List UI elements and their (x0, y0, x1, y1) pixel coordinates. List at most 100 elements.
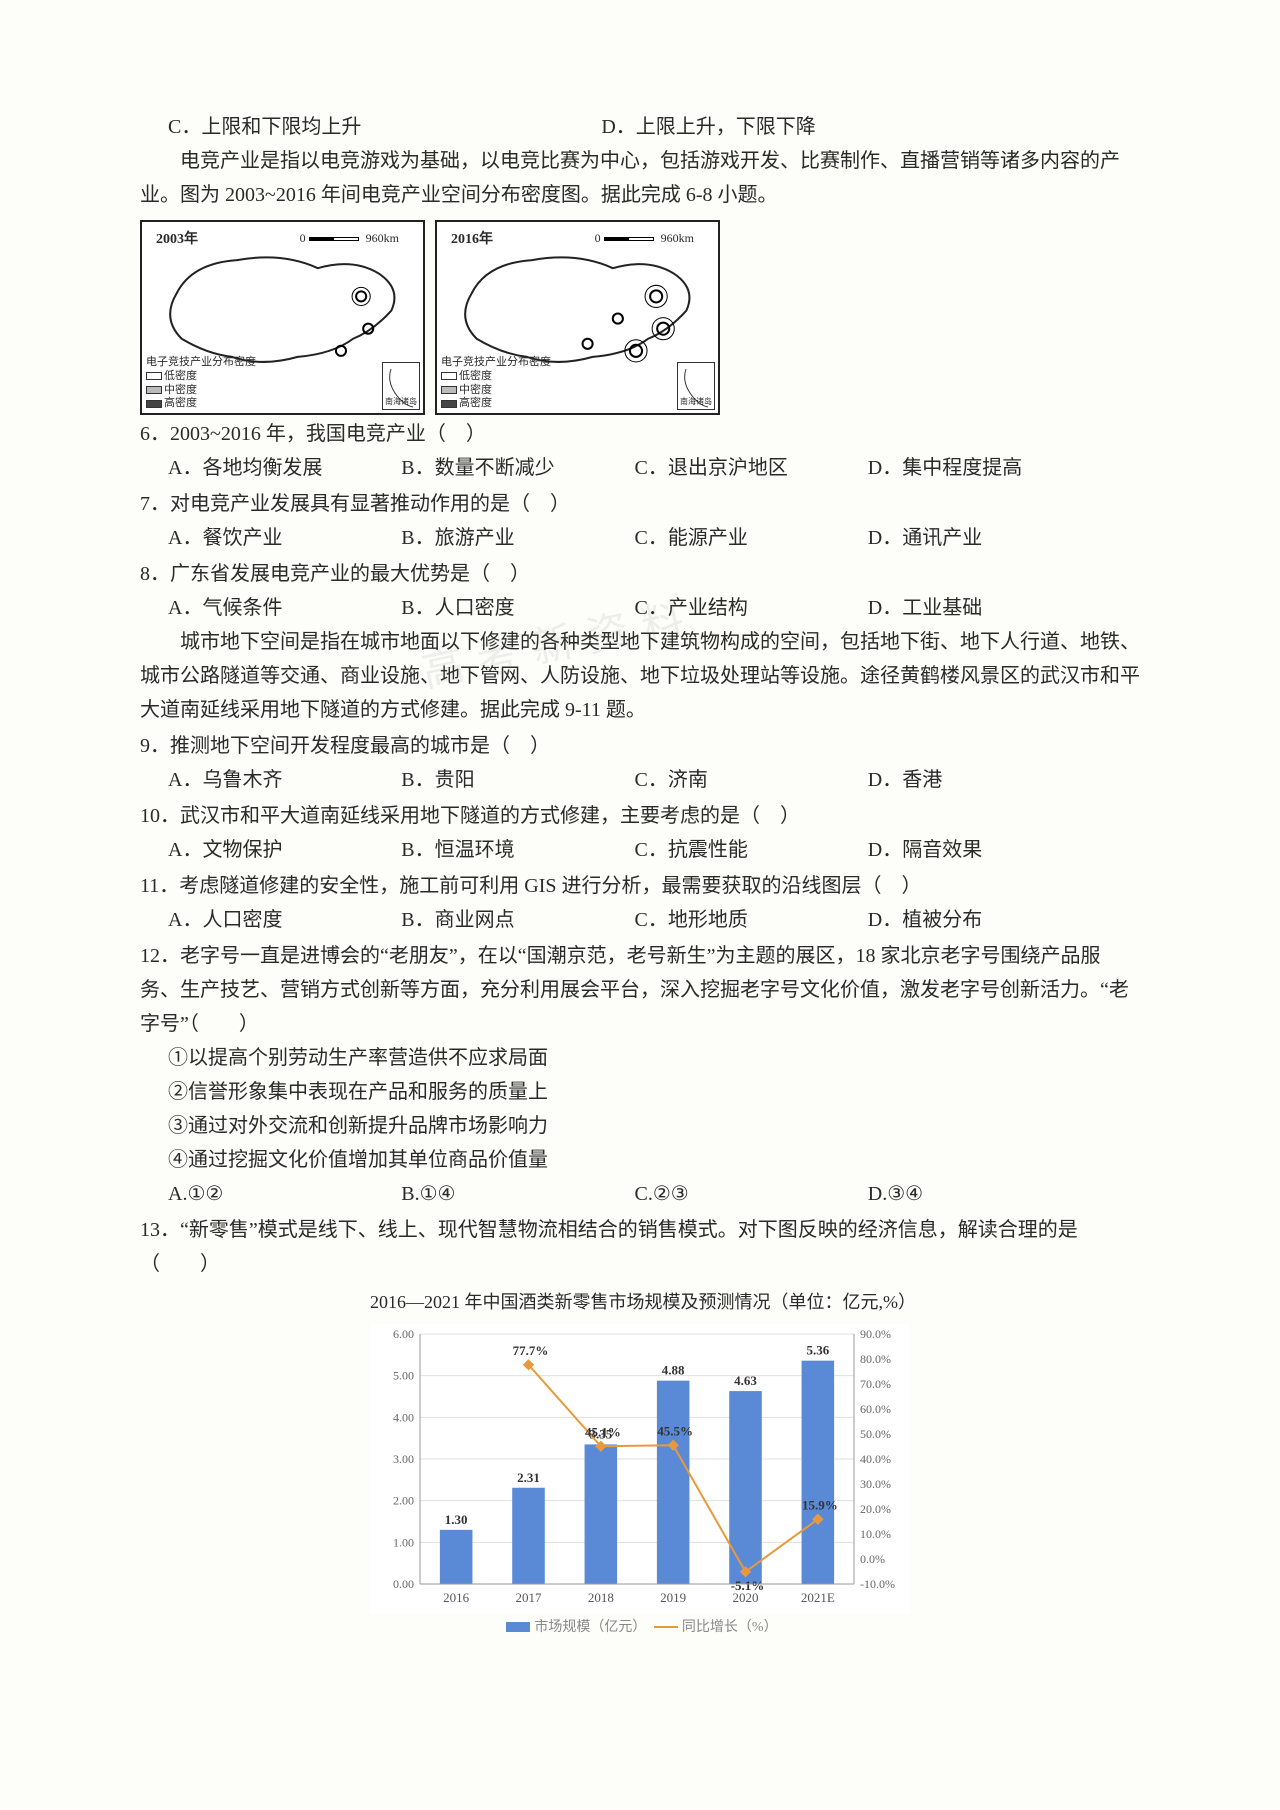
map-legend-left: 电子竞技产业分布密度 低密度 中密度 高密度 (146, 356, 256, 411)
svg-text:4.88: 4.88 (662, 1362, 685, 1377)
svg-text:5.00: 5.00 (393, 1368, 414, 1382)
map-scale-left: 0 960km (300, 228, 399, 248)
map-legend-right: 电子竞技产业分布密度 低密度 中密度 高密度 (441, 356, 551, 411)
svg-text:-10.0%: -10.0% (860, 1577, 895, 1591)
svg-text:2019: 2019 (660, 1590, 686, 1605)
svg-text:45.5%: 45.5% (657, 1423, 693, 1438)
svg-text:5.36: 5.36 (806, 1342, 829, 1357)
svg-text:2.31: 2.31 (517, 1469, 540, 1484)
china-outline-2003 (150, 248, 415, 369)
q10-options: A．文物保护 B．恒温环境 C．抗震性能 D．隔音效果 (140, 833, 1140, 867)
q12-a: A.①② (168, 1177, 401, 1211)
svg-text:77.7%: 77.7% (513, 1342, 549, 1357)
q12-d: D.③④ (868, 1177, 1101, 1211)
svg-text:-5.1%: -5.1% (731, 1577, 765, 1592)
legend-title-left: 电子竞技产业分布密度 (146, 356, 256, 370)
opt-d: D．上限上升，下限下降 (601, 110, 815, 144)
svg-text:4.00: 4.00 (393, 1410, 414, 1424)
legend-bar-text: 市场规模（亿元） (534, 1620, 646, 1635)
legend-line-icon (654, 1626, 678, 1628)
svg-text:45.1%: 45.1% (585, 1424, 621, 1439)
q9-options: A．乌鲁木齐 B．贵阳 C．济南 D．香港 (140, 763, 1140, 797)
q10-a: A．文物保护 (168, 833, 401, 867)
svg-text:70.0%: 70.0% (860, 1377, 891, 1391)
combo-chart: 0.001.002.003.004.005.006.00-10.0%0.0%10… (370, 1324, 910, 1614)
legend-title-right: 电子竞技产业分布密度 (441, 356, 551, 370)
svg-text:20.0%: 20.0% (860, 1502, 891, 1516)
map-2016: 2016年 0 960km 电 (435, 220, 720, 415)
q12-s1: ①以提高个别劳动生产率营造供不应求局面 (140, 1041, 1140, 1075)
q9-a: A．乌鲁木齐 (168, 763, 401, 797)
map-2003: 2003年 0 960km 电子竞技产业分布密度 低密度 中密度 高密 (140, 220, 425, 415)
scale-bar-icon (309, 237, 359, 241)
svg-text:2021E: 2021E (801, 1590, 835, 1605)
legend-bar-icon (506, 1622, 530, 1632)
q10-stem: 10．武汉市和平大道南延线采用地下隧道的方式修建，主要考虑的是（ ） (140, 799, 1140, 833)
q13-stem: 13．“新零售”模式是线下、线上、现代智慧物流相结合的销售模式。对下图反映的经济… (140, 1213, 1140, 1281)
q5-options-cd: C．上限和下限均上升 D．上限上升，下限下降 (140, 110, 1140, 144)
svg-text:10.0%: 10.0% (860, 1527, 891, 1541)
map-inset-right: 南海诸岛 (677, 362, 715, 410)
svg-text:60.0%: 60.0% (860, 1402, 891, 1416)
q6-stem: 6．2003~2016 年，我国电竞产业（ ） (140, 417, 1140, 451)
svg-text:0.0%: 0.0% (860, 1552, 885, 1566)
scale-km-r: 960km (661, 231, 694, 245)
passage-underground: 城市地下空间是指在城市地面以下修建的各种类型地下建筑物构成的空间，包括地下街、地… (140, 625, 1140, 727)
q11-stem: 11．考虑隧道修建的安全性，施工前可利用 GIS 进行分析，最需要获取的沿线图层… (140, 869, 1140, 903)
q11-d: D．植被分布 (868, 903, 1101, 937)
chart-legend: 市场规模（亿元） 同比增长（%） (370, 1616, 910, 1640)
legend-mid-r: 中密度 (459, 384, 492, 396)
legend-low-r: 低密度 (459, 370, 492, 382)
q8-options: A．气候条件 B．人口密度 C．产业结构 D．工业基础 (140, 591, 1140, 625)
svg-text:2.00: 2.00 (393, 1493, 414, 1507)
svg-text:2016: 2016 (443, 1590, 470, 1605)
map-inset-left: 南海诸岛 (382, 362, 420, 410)
svg-text:1.00: 1.00 (393, 1535, 414, 1549)
q7-c: C．能源产业 (635, 521, 868, 555)
inset-label-r: 南海诸岛 (678, 395, 714, 409)
svg-text:30.0%: 30.0% (860, 1477, 891, 1491)
svg-text:2018: 2018 (588, 1590, 614, 1605)
q10-c: C．抗震性能 (635, 833, 868, 867)
chart-svg: 0.001.002.003.004.005.006.00-10.0%0.0%10… (370, 1324, 910, 1614)
q12-c: C.②③ (635, 1177, 868, 1211)
q9-stem: 9．推测地下空间开发程度最高的城市是（ ） (140, 729, 1140, 763)
q10-d: D．隔音效果 (868, 833, 1101, 867)
q7-b: B．旅游产业 (401, 521, 634, 555)
q12-b: B.①④ (401, 1177, 634, 1211)
q11-b: B．商业网点 (401, 903, 634, 937)
q12-options: A.①② B.①④ C.②③ D.③④ (140, 1177, 1140, 1211)
legend-high-l: 高密度 (164, 397, 197, 409)
svg-text:2017: 2017 (516, 1590, 543, 1605)
svg-text:40.0%: 40.0% (860, 1452, 891, 1466)
q11-a: A．人口密度 (168, 903, 401, 937)
legend-low-l: 低密度 (164, 370, 197, 382)
inset-label-l: 南海诸岛 (383, 395, 419, 409)
svg-text:3.00: 3.00 (393, 1452, 414, 1466)
svg-text:80.0%: 80.0% (860, 1352, 891, 1366)
q8-stem: 8．广东省发展电竞产业的最大优势是（ ） (140, 557, 1140, 591)
q7-d: D．通讯产业 (868, 521, 1101, 555)
svg-text:4.63: 4.63 (734, 1373, 757, 1388)
svg-text:15.9%: 15.9% (802, 1497, 838, 1512)
china-outline-2016 (445, 248, 710, 369)
q6-b: B．数量不断减少 (401, 451, 634, 485)
q12-s3: ③通过对外交流和创新提升品牌市场影响力 (140, 1109, 1140, 1143)
q9-d: D．香港 (868, 763, 1101, 797)
q6-d: D．集中程度提高 (868, 451, 1101, 485)
q7-stem: 7．对电竞产业发展具有显著推动作用的是（ ） (140, 487, 1140, 521)
svg-text:6.00: 6.00 (393, 1327, 414, 1341)
q7-options: A．餐饮产业 B．旅游产业 C．能源产业 D．通讯产业 (140, 521, 1140, 555)
q10-b: B．恒温环境 (401, 833, 634, 867)
q6-a: A．各地均衡发展 (168, 451, 401, 485)
q8-b: B．人口密度 (401, 591, 634, 625)
q11-c: C．地形地质 (635, 903, 868, 937)
q9-c: C．济南 (635, 763, 868, 797)
q7-a: A．餐饮产业 (168, 521, 401, 555)
chart-wrap: 2016—2021 年中国酒类新零售市场规模及预测情况（单位：亿元,%） 0.0… (370, 1287, 910, 1639)
svg-text:90.0%: 90.0% (860, 1327, 891, 1341)
opt-c: C．上限和下限均上升 (168, 110, 361, 144)
scale-zero-r: 0 (595, 231, 601, 245)
chart-title: 2016—2021 年中国酒类新零售市场规模及预测情况（单位：亿元,%） (370, 1287, 910, 1318)
q9-b: B．贵阳 (401, 763, 634, 797)
